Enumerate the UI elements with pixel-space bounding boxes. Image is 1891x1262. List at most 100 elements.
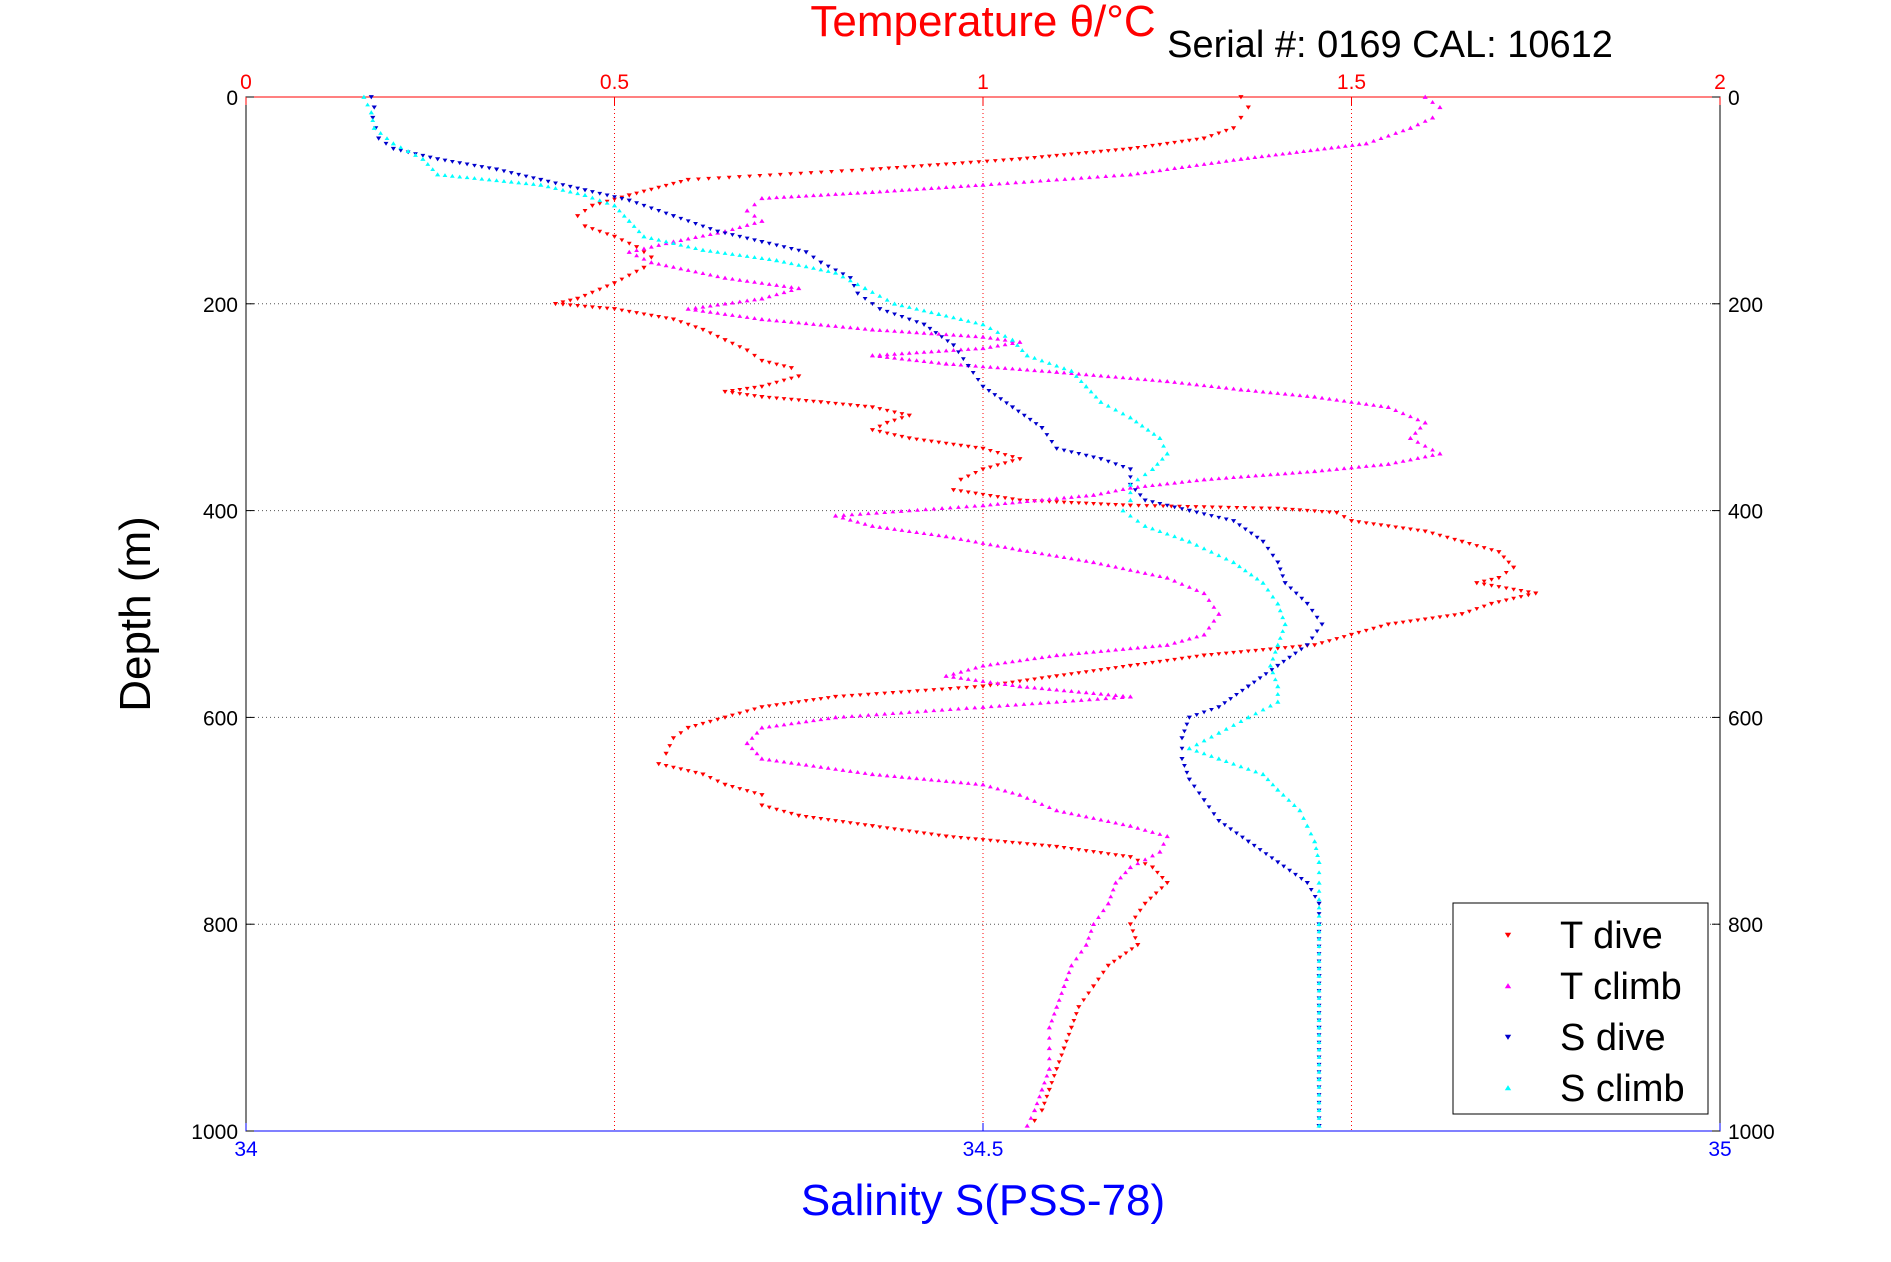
data-point <box>656 261 662 266</box>
data-point <box>1032 355 1037 360</box>
data-point <box>1153 891 1159 896</box>
data-point <box>1017 679 1023 684</box>
data-point <box>1105 563 1111 568</box>
data-point <box>841 714 847 719</box>
data-point <box>1201 653 1207 658</box>
data-point <box>1039 551 1045 556</box>
data-point <box>747 174 753 179</box>
data-point <box>752 353 757 358</box>
data-point <box>859 168 865 173</box>
data-point <box>857 693 863 698</box>
data-point <box>678 179 684 184</box>
data-point <box>1076 452 1082 456</box>
data-point <box>678 242 684 247</box>
data-point <box>1211 812 1217 817</box>
data-point <box>1024 684 1030 689</box>
data-point <box>1128 475 1133 480</box>
data-point <box>987 465 993 470</box>
data-point <box>833 401 838 406</box>
data-point <box>1474 607 1480 611</box>
data-point <box>1209 476 1214 481</box>
data-point <box>939 335 945 340</box>
data-point <box>1108 894 1114 899</box>
data-point <box>811 816 816 820</box>
data-point <box>1511 587 1517 592</box>
data-point <box>648 313 654 318</box>
data-point <box>1061 500 1067 505</box>
depth-tick-label-right: 200 <box>1728 294 1763 317</box>
data-point <box>958 443 964 448</box>
data-point <box>685 177 691 183</box>
data-point <box>1091 816 1096 820</box>
data-point <box>1312 394 1318 399</box>
data-point <box>1149 466 1156 472</box>
data-point <box>582 192 588 198</box>
data-point <box>1017 547 1023 552</box>
data-point <box>538 177 544 183</box>
data-point <box>1157 529 1163 533</box>
data-point <box>931 688 937 692</box>
data-point <box>1216 131 1222 136</box>
data-point <box>1474 581 1480 586</box>
data-point <box>1145 427 1151 432</box>
data-point <box>1481 546 1487 550</box>
data-point <box>1272 677 1278 682</box>
data-point <box>1316 1092 1322 1097</box>
data-point <box>951 348 956 352</box>
data-point <box>869 167 876 172</box>
data-point <box>1315 853 1320 857</box>
data-point <box>965 538 971 543</box>
data-point <box>1268 647 1273 652</box>
data-point <box>1326 396 1332 401</box>
data-point <box>921 531 927 536</box>
data-point <box>965 490 971 495</box>
data-point <box>589 290 595 295</box>
data-point <box>1179 581 1185 586</box>
data-point <box>560 302 566 307</box>
data-point <box>1064 977 1069 982</box>
data-point <box>1105 490 1111 494</box>
data-point <box>634 201 640 206</box>
data-point <box>818 192 824 197</box>
data-point <box>656 762 662 767</box>
data-point <box>1091 649 1096 654</box>
data-point <box>1315 147 1320 152</box>
data-point <box>984 159 990 164</box>
data-point <box>626 309 632 314</box>
data-point <box>1238 95 1244 100</box>
data-point <box>1113 488 1119 493</box>
data-point <box>1088 928 1094 933</box>
data-point <box>1049 1018 1055 1023</box>
data-point <box>855 291 861 296</box>
data-point <box>788 319 794 324</box>
data-point <box>619 238 625 243</box>
data-point <box>840 324 846 329</box>
data-point <box>1266 153 1272 158</box>
data-point <box>552 301 559 307</box>
data-point <box>898 690 904 695</box>
data-point <box>1393 408 1399 412</box>
data-point <box>1201 477 1207 482</box>
data-point <box>1393 131 1399 135</box>
data-point <box>1430 531 1435 536</box>
data-point <box>1316 1025 1322 1030</box>
data-point <box>1201 383 1207 388</box>
data-point <box>943 313 949 318</box>
data-point <box>914 320 920 325</box>
data-point <box>368 110 374 115</box>
data-point <box>1142 901 1148 906</box>
data-point <box>1209 734 1214 739</box>
data-point <box>929 777 934 782</box>
depth-tick-label-left: 0 <box>226 87 238 110</box>
data-point <box>1150 143 1155 148</box>
data-point <box>553 186 558 191</box>
data-point <box>1135 376 1141 381</box>
data-point <box>1157 502 1163 506</box>
data-point <box>1010 455 1015 459</box>
data-point <box>1024 499 1030 503</box>
data-point <box>1518 589 1524 593</box>
data-point <box>884 297 890 302</box>
data-point <box>1069 450 1074 455</box>
data-point <box>1037 178 1043 183</box>
data-point <box>980 345 986 351</box>
